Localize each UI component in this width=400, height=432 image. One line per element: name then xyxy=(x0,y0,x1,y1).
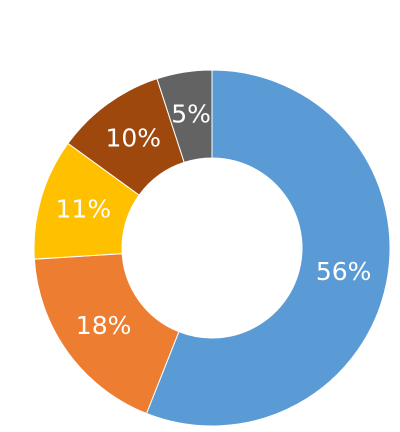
data-label: 11% xyxy=(56,195,112,224)
data-label: 5% xyxy=(171,100,211,129)
data-label: 56% xyxy=(316,257,372,286)
donut-slice xyxy=(145,69,391,427)
donut-slice xyxy=(156,69,213,164)
data-label: 18% xyxy=(76,311,132,340)
donut-slice xyxy=(33,253,180,415)
data-label: 10% xyxy=(105,124,161,153)
